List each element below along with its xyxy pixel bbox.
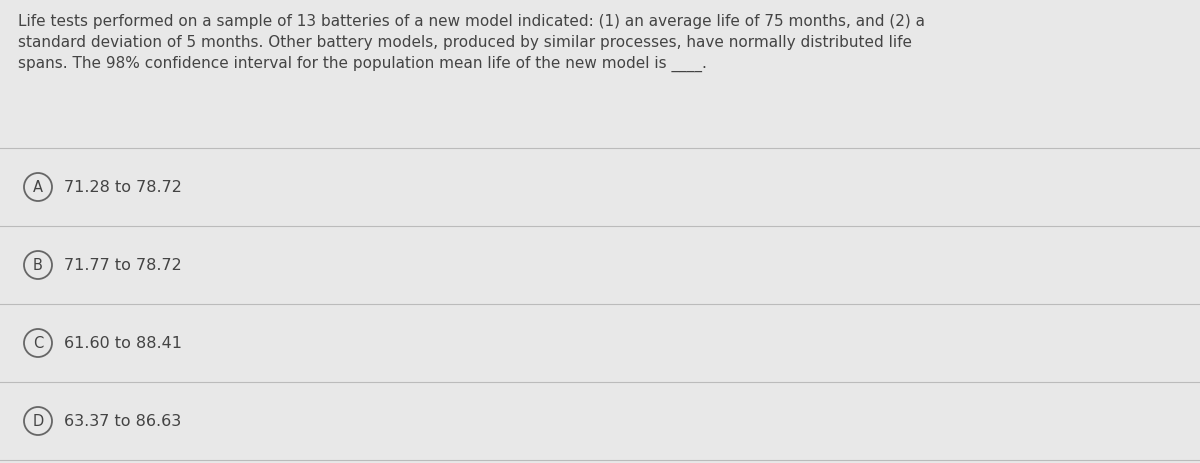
Text: D: D — [32, 413, 43, 428]
Text: B: B — [34, 257, 43, 273]
Text: standard deviation of 5 months. Other battery models, produced by similar proces: standard deviation of 5 months. Other ba… — [18, 35, 912, 50]
Text: spans. The 98% confidence interval for the population mean life of the new model: spans. The 98% confidence interval for t… — [18, 56, 707, 72]
Text: Life tests performed on a sample of 13 batteries of a new model indicated: (1) a: Life tests performed on a sample of 13 b… — [18, 14, 925, 29]
Text: C: C — [32, 336, 43, 350]
Text: 71.28 to 78.72: 71.28 to 78.72 — [64, 180, 182, 194]
Text: 71.77 to 78.72: 71.77 to 78.72 — [64, 257, 181, 273]
Text: 63.37 to 86.63: 63.37 to 86.63 — [64, 413, 181, 428]
Ellipse shape — [24, 407, 52, 435]
Ellipse shape — [24, 173, 52, 201]
Text: A: A — [34, 180, 43, 194]
Ellipse shape — [24, 329, 52, 357]
Ellipse shape — [24, 251, 52, 279]
Text: 61.60 to 88.41: 61.60 to 88.41 — [64, 336, 182, 350]
